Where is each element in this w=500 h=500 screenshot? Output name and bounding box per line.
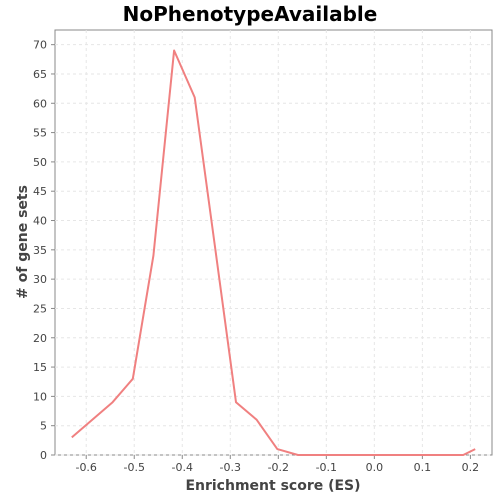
series-layer	[71, 49, 476, 456]
y-tick-label: 45	[33, 185, 47, 198]
grid-lines	[55, 30, 492, 456]
y-tick-label: 25	[33, 302, 47, 315]
y-tick-label: 65	[33, 68, 47, 81]
x-tick-label: -0.6	[75, 461, 96, 474]
y-tick-label: 15	[33, 361, 47, 374]
x-tick-label: 0.1	[414, 461, 432, 474]
x-tick-label: -0.2	[268, 461, 289, 474]
x-axis: -0.6 -0.5 -0.4 -0.3 -0.2 -0.1 0.0 0.1 0.2	[75, 455, 479, 474]
y-tick-label: 60	[33, 97, 47, 110]
x-axis-label: Enrichment score (ES)	[185, 478, 360, 494]
y-axis-label: # of gene sets	[15, 185, 31, 299]
y-tick-label: 55	[33, 127, 47, 140]
x-tick-label: -0.3	[220, 461, 241, 474]
x-tick-label: 0.0	[366, 461, 384, 474]
x-tick-label: -0.5	[124, 461, 145, 474]
chart-title: NoPhenotypeAvailable	[123, 2, 378, 26]
y-tick-label: 40	[33, 215, 47, 228]
y-tick-label: 35	[33, 244, 47, 257]
y-tick-label: 0	[40, 449, 47, 462]
y-tick-label: 30	[33, 273, 47, 286]
y-tick-label: 50	[33, 156, 47, 169]
y-tick-label: 20	[33, 332, 47, 345]
y-tick-label: 5	[40, 420, 47, 433]
x-tick-label: 0.2	[462, 461, 480, 474]
y-tick-label: 70	[33, 39, 47, 52]
x-tick-label: -0.4	[172, 461, 193, 474]
x-tick-label: -0.1	[316, 461, 337, 474]
plot-area	[54, 29, 493, 456]
y-axis: 0 5 10 15 20 25 30 35 40 45 50 55 60 65 70	[33, 39, 55, 462]
series-line	[71, 49, 476, 456]
y-tick-label: 10	[33, 390, 47, 403]
